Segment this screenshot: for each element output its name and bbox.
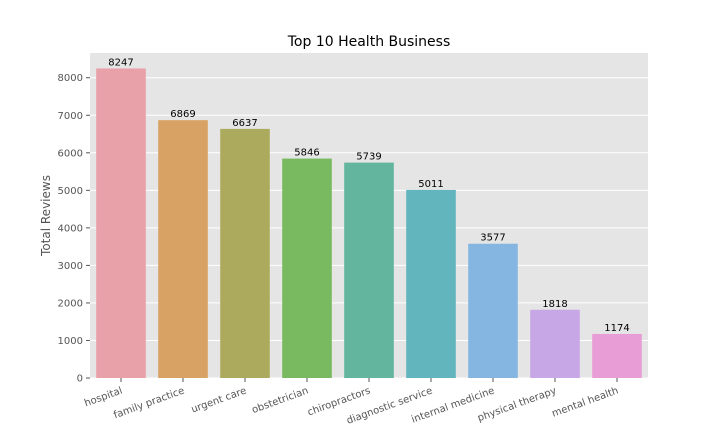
data-label: 8247 [108,57,133,68]
data-label: 1174 [604,323,629,334]
y-tick-label: 0 [77,374,83,385]
x-tick-label: hospital [83,385,124,409]
y-tick-label: 8000 [58,73,83,84]
data-label: 6869 [170,109,195,120]
bar [530,309,580,378]
y-tick-label: 7000 [58,111,83,122]
bar [468,243,518,378]
bars [96,68,642,378]
data-label: 1818 [542,299,567,310]
bar [592,333,642,378]
y-tick-label: 3000 [58,261,83,272]
bar [344,162,394,378]
y-axis-ticks: 0 1000 2000 3000 4000 5000 6000 7000 8000 [58,73,90,385]
data-labels: 8247 6869 6637 5846 5739 5011 3577 1818 1174 [108,57,629,333]
y-tick-label: 1000 [58,336,83,347]
y-axis-label: Total Reviews [39,175,53,257]
data-label: 5846 [294,148,319,159]
bar [406,189,456,378]
data-label: 5011 [418,179,443,190]
chart-title: Top 10 Health Business [287,34,451,50]
y-tick-label: 5000 [58,186,83,197]
bar [220,128,270,378]
data-label: 3577 [480,233,505,244]
y-tick-label: 2000 [58,298,83,309]
x-tick-label: obstetrician [251,385,310,416]
bar [158,120,208,378]
x-tick-label: mental health [551,385,620,419]
data-label: 6637 [232,118,257,129]
x-tick-label: urgent care [190,385,248,415]
bar [96,68,146,378]
y-tick-label: 4000 [58,223,83,234]
data-label: 5739 [356,152,381,163]
bar [282,158,332,378]
x-tick-label: family practice [112,385,186,421]
y-tick-label: 6000 [58,148,83,159]
